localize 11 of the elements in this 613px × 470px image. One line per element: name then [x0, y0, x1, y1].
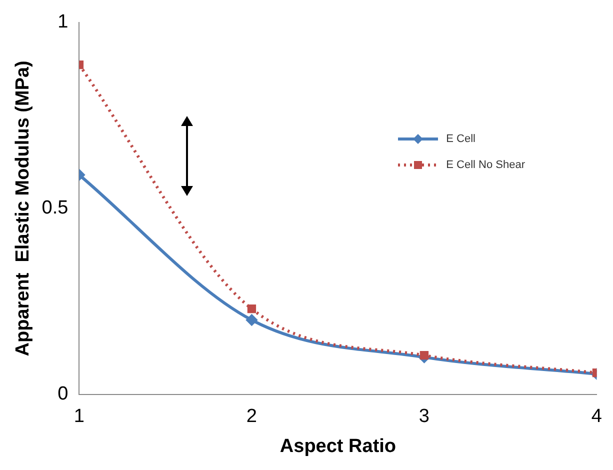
x-tick-label: 1: [74, 406, 84, 428]
y-tick-label: 1: [58, 12, 68, 33]
legend-label: E Cell: [446, 133, 476, 145]
x-tick-label: 2: [246, 406, 258, 428]
y-tick-label: 0.5: [42, 198, 68, 219]
x-tick-label: 3: [418, 406, 430, 428]
y-axis-title: Apparent Elastic Modulus (MPa): [12, 60, 34, 356]
legend-label: E Cell No Shear: [446, 159, 525, 171]
x-tick-label: 4: [591, 406, 602, 428]
y-tick-label: 0: [58, 384, 68, 405]
x-axis-title: Aspect Ratio: [280, 436, 396, 457]
